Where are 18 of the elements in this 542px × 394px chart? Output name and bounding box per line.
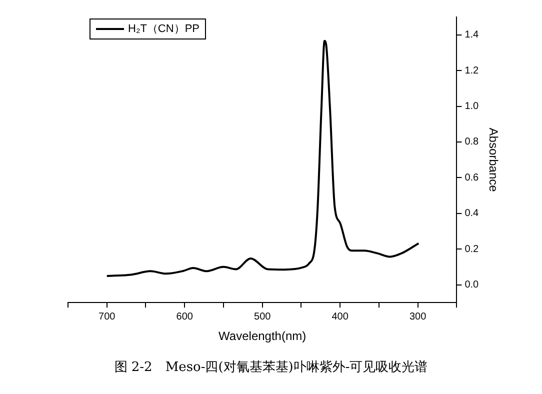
x-tick-label: 700 <box>98 311 116 322</box>
caption: 图 2-2 Meso-四(对氰基苯基)卟啉紫外-可见吸收光谱 <box>113 359 429 376</box>
y-tick-label: 0.4 <box>464 208 480 220</box>
y-tick-label: 1.4 <box>464 30 480 41</box>
legend-label: H₂T（CN）PP <box>128 23 200 36</box>
y-tick-label: 0.0 <box>464 280 480 290</box>
x-tick-label: 400 <box>332 311 349 322</box>
y-tick-label: 1.0 <box>464 101 480 112</box>
y-tick-label: 1.2 <box>464 65 480 76</box>
x-tick-label: 300 <box>409 311 427 322</box>
x-axis-title: Wavelength(nm) <box>218 329 306 344</box>
y-tick-label: 0.8 <box>464 136 480 148</box>
x-tick-label: 600 <box>176 311 194 322</box>
y-tick-label: 0.6 <box>464 172 480 184</box>
line-series <box>106 40 420 278</box>
x-tick-label: 500 <box>254 311 272 322</box>
y-tick-label: 0.2 <box>464 244 480 255</box>
y-axis-title: Absorbance <box>486 128 500 192</box>
